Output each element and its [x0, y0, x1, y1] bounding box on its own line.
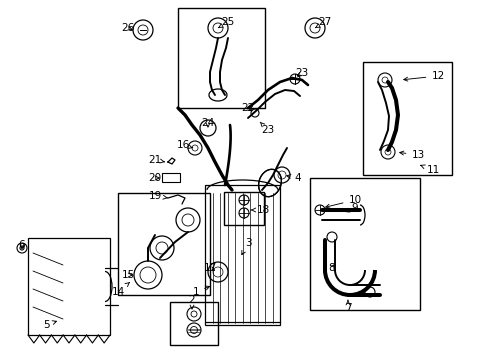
Text: 3: 3 — [241, 238, 251, 255]
Text: 10: 10 — [325, 195, 361, 208]
Text: 24: 24 — [201, 118, 214, 128]
Text: 7: 7 — [344, 300, 350, 313]
Bar — [170, 302, 218, 345]
Bar — [28, 238, 110, 335]
Text: 14: 14 — [111, 282, 129, 297]
Text: 4: 4 — [286, 173, 301, 183]
Bar — [204, 185, 280, 325]
Text: 13: 13 — [399, 150, 424, 160]
Text: 1: 1 — [192, 286, 209, 297]
Text: 19: 19 — [148, 191, 167, 201]
Text: 6: 6 — [19, 240, 25, 250]
Bar — [162, 173, 180, 182]
Text: 8: 8 — [328, 263, 335, 273]
Text: 23: 23 — [260, 122, 274, 135]
Text: 2: 2 — [188, 295, 195, 309]
Text: 9: 9 — [345, 203, 358, 213]
Text: 16: 16 — [176, 140, 192, 150]
Text: 12: 12 — [403, 71, 444, 81]
Bar — [224, 192, 264, 225]
Bar — [178, 8, 264, 108]
Text: 18: 18 — [250, 205, 269, 215]
Text: 5: 5 — [42, 320, 56, 330]
Bar — [362, 62, 451, 175]
Bar — [309, 178, 419, 310]
Text: 11: 11 — [420, 165, 439, 175]
Text: 23: 23 — [295, 68, 308, 78]
Text: 21: 21 — [148, 155, 164, 165]
Text: 26: 26 — [121, 23, 134, 33]
Text: 25: 25 — [218, 17, 234, 28]
Text: 20: 20 — [148, 173, 161, 183]
Text: 27: 27 — [315, 17, 331, 28]
Text: 22: 22 — [241, 103, 254, 113]
Text: 17: 17 — [203, 263, 216, 273]
Bar — [118, 193, 209, 295]
Text: 15: 15 — [121, 270, 134, 280]
